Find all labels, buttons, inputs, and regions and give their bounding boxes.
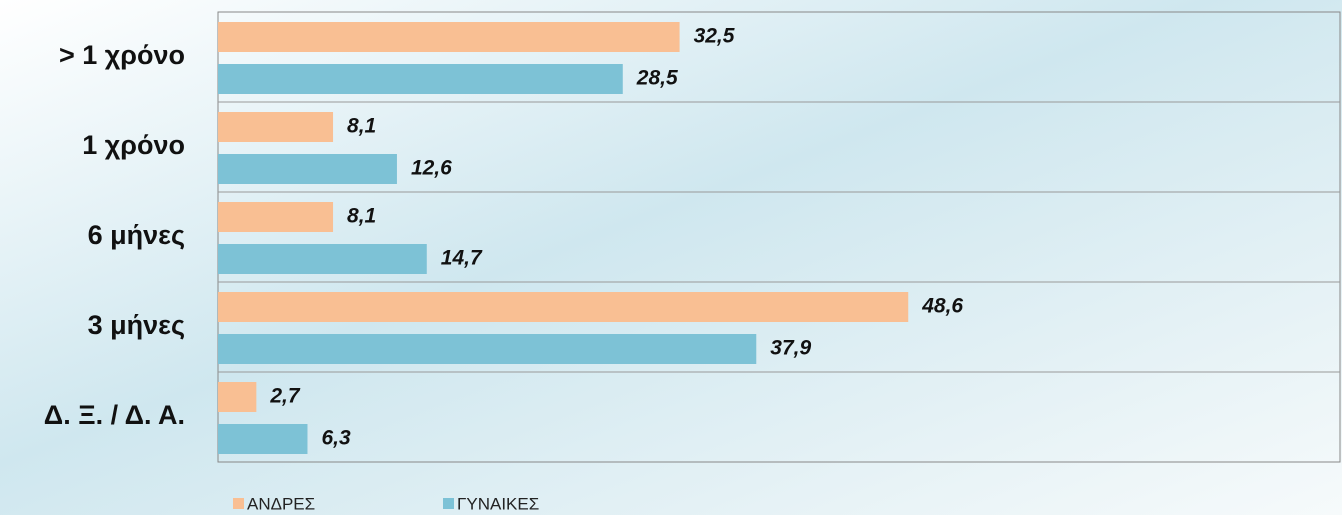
category-label: 6 μήνες [88, 220, 185, 250]
bar [218, 112, 334, 142]
value-label: 48,6 [921, 295, 963, 318]
legend-swatch [233, 498, 244, 509]
plot-frame [217, 11, 1341, 463]
value-label: 14,7 [441, 247, 483, 270]
value-label: 32,5 [694, 25, 735, 48]
value-label: 6,3 [321, 427, 351, 450]
category-label: > 1 χρόνο [59, 40, 185, 70]
legend-swatch [443, 498, 454, 509]
value-label: 2,7 [269, 385, 301, 408]
bar [218, 154, 397, 184]
bar [218, 334, 757, 364]
value-label: 8,1 [347, 115, 376, 138]
category-label: 1 χρόνο [82, 130, 185, 160]
value-label: 12,6 [411, 157, 452, 180]
category-label: Δ. Ξ. / Δ. Α. [44, 400, 185, 430]
bar [218, 292, 909, 322]
bar [218, 244, 427, 274]
value-label: 8,1 [347, 205, 376, 228]
value-label: 37,9 [770, 337, 811, 360]
bar [218, 64, 623, 94]
bar [218, 202, 334, 232]
legend-label: ΓΥΝΑΙΚΕΣ [457, 494, 539, 513]
category-label: 3 μήνες [88, 310, 185, 340]
value-label: 28,5 [636, 67, 678, 90]
legend-label: ΑΝΔΡΕΣ [247, 494, 315, 513]
bar [218, 424, 308, 454]
bar [218, 382, 257, 412]
bar [218, 22, 680, 52]
